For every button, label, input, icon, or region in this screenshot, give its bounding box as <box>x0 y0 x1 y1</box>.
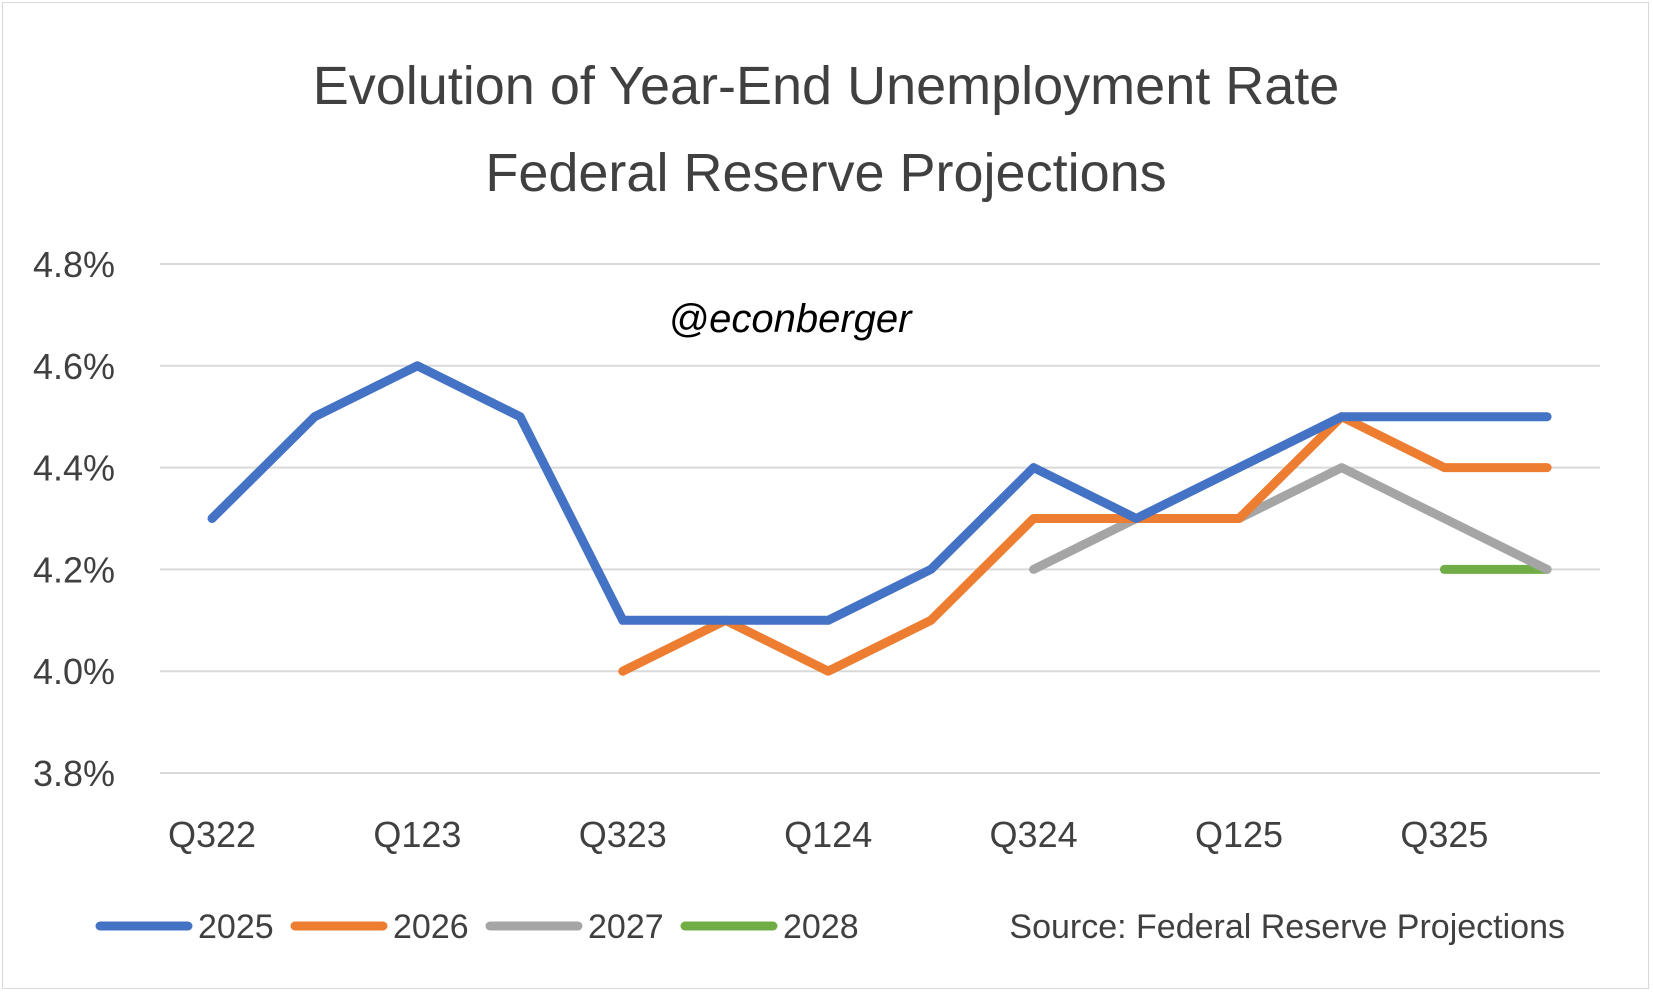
legend: 2025 2026 2027 2028 <box>95 908 859 946</box>
x-axis-labels: Q322 Q123 Q323 Q124 Q324 Q125 Q325 <box>168 814 1488 855</box>
x-tick-label: Q323 <box>579 814 667 855</box>
x-tick-label: Q125 <box>1195 814 1283 855</box>
legend-label-2025: 2025 <box>198 908 274 946</box>
legend-label-2028: 2028 <box>783 908 859 946</box>
source-note: Source: Federal Reserve Projections <box>1009 908 1565 946</box>
y-tick-label: 4.4% <box>33 448 115 489</box>
series-line-2026 <box>618 412 1552 676</box>
legend-label-2027: 2027 <box>588 908 664 946</box>
series-lines <box>207 361 1552 676</box>
y-tick-label: 4.8% <box>33 244 115 285</box>
y-tick-label: 4.0% <box>33 651 115 692</box>
series-line-2025 <box>207 361 1552 625</box>
y-axis-labels: 3.8% 4.0% 4.2% 4.4% 4.6% 4.8% <box>33 244 115 794</box>
y-tick-label: 3.8% <box>33 753 115 794</box>
x-tick-label: Q123 <box>373 814 461 855</box>
x-tick-label: Q322 <box>168 814 256 855</box>
x-tick-label: Q124 <box>784 814 872 855</box>
series-line-2027 <box>1029 463 1552 574</box>
x-tick-label: Q325 <box>1400 814 1488 855</box>
chart-title: Evolution of Year-End Unemployment Rate <box>313 56 1340 116</box>
y-tick-label: 4.2% <box>33 549 115 590</box>
y-tick-label: 4.6% <box>33 346 115 387</box>
chart-subtitle: Federal Reserve Projections <box>485 143 1166 203</box>
legend-label-2026: 2026 <box>393 908 469 946</box>
gridlines <box>160 263 1600 774</box>
watermark: @econberger <box>669 297 914 341</box>
x-tick-label: Q324 <box>990 814 1078 855</box>
